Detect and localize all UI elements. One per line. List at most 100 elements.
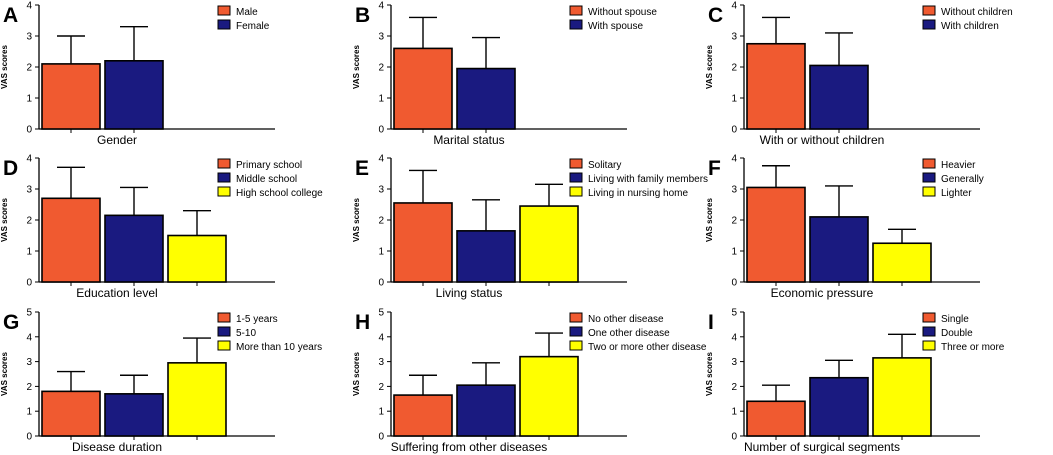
legend-swatch-d — [217, 172, 231, 183]
y-axis-label-e: VAS scores — [352, 198, 361, 242]
legend-swatch-g — [217, 340, 231, 351]
bar-a-2 — [104, 59, 164, 130]
y-axis-label-a: VAS scores — [0, 45, 9, 89]
legend-swatch-d — [217, 186, 231, 197]
y-tick-label-f: 1 — [731, 247, 737, 258]
y-tick-label-h: 5 — [378, 308, 384, 319]
y-axis-label-f: VAS scores — [705, 198, 714, 242]
y-tick-label-h: 4 — [378, 332, 384, 343]
legend-swatch-h — [569, 326, 583, 337]
bar-f-1 — [746, 186, 806, 283]
y-tick-label-b: 3 — [378, 32, 384, 43]
panel-letter-e: E — [355, 157, 369, 180]
y-tick-label-h: 3 — [378, 357, 384, 368]
bar-h-2 — [456, 384, 516, 437]
legend-swatch-h — [569, 312, 583, 323]
y-tick-label-b: 2 — [378, 63, 384, 74]
y-axis-label-c: VAS scores — [705, 45, 714, 89]
panel-letter-c: C — [708, 4, 723, 27]
legend-label-f: Generally — [941, 174, 984, 185]
y-tick-label-a: 0 — [26, 125, 32, 136]
y-tick-label-i: 0 — [731, 432, 737, 443]
y-tick-label-b: 0 — [378, 125, 384, 136]
legend-label-h: Two or more other disease — [588, 342, 707, 353]
y-tick-label-g: 0 — [26, 432, 32, 443]
bar-d-3 — [167, 234, 227, 283]
y-tick-label-e: 4 — [378, 154, 384, 165]
legend-swatch-e — [569, 186, 583, 197]
y-tick-label-d: 1 — [26, 247, 32, 258]
panel-d: D VAS scores 0 1 2 3 4 Education level Primary s… — [0, 154, 323, 301]
bar-i-1 — [746, 400, 806, 437]
y-tick-label-a: 1 — [26, 94, 32, 105]
bar-e-3 — [519, 205, 579, 283]
y-tick-label-g: 3 — [26, 357, 32, 368]
legend-label-i: Double — [941, 328, 973, 339]
y-tick-label-i: 3 — [731, 357, 737, 368]
legend-swatch-h — [569, 340, 583, 351]
y-tick-label-f: 2 — [731, 216, 737, 227]
panel-letter-h: H — [355, 311, 370, 334]
legend-label-f: Heavier — [941, 160, 976, 171]
bar-i-3 — [872, 357, 932, 437]
legend-swatch-i — [922, 326, 936, 337]
legend-swatch-e — [569, 172, 583, 183]
legend-label-e: Living in nursing home — [588, 188, 688, 199]
panel-letter-f: F — [708, 157, 721, 180]
legend-label-i: Three or more — [941, 342, 1005, 353]
bar-f-2 — [809, 216, 869, 283]
y-tick-label-c: 4 — [731, 1, 737, 12]
legend-label-f: Lighter — [941, 188, 972, 199]
panel-f: F VAS scores 0 1 2 3 4 Economic pressure Heavier… — [705, 154, 984, 301]
x-axis-label-a: Gender — [97, 133, 137, 147]
x-axis-label-b: Marital status — [433, 133, 504, 147]
bar-c-1 — [746, 42, 806, 130]
y-tick-label-d: 3 — [26, 185, 32, 196]
y-tick-label-c: 0 — [731, 125, 737, 136]
panel-e: E VAS scores 0 1 2 3 4 Living status Solitary Liv… — [352, 154, 708, 301]
bar-g-3 — [167, 362, 227, 437]
legend-label-g: 5-10 — [236, 328, 256, 339]
bar-d-2 — [104, 214, 164, 283]
legend-label-b: Without spouse — [588, 7, 657, 18]
y-tick-label-d: 4 — [26, 154, 32, 165]
y-tick-label-h: 2 — [378, 382, 384, 393]
legend-swatch-c — [922, 5, 936, 16]
legend-label-e: Living with family members — [588, 174, 708, 185]
legend-label-h: One other disease — [588, 328, 670, 339]
panel-letter-b: B — [355, 4, 370, 27]
y-tick-label-h: 0 — [378, 432, 384, 443]
legend-swatch-d — [217, 158, 231, 169]
bar-b-2 — [456, 67, 516, 130]
panel-c: C VAS scores 0 1 2 3 4 With or without children… — [705, 1, 1013, 148]
legend-label-c: With children — [941, 21, 999, 32]
y-tick-label-e: 0 — [378, 278, 384, 289]
panel-i: I VAS scores 0 1 2 3 4 5 Number of surgical segm… — [705, 308, 1005, 455]
legend-label-g: More than 10 years — [236, 342, 322, 353]
x-axis-label-e: Living status — [436, 286, 503, 300]
y-tick-label-i: 4 — [731, 332, 737, 343]
y-tick-label-c: 1 — [731, 94, 737, 105]
legend-label-e: Solitary — [588, 160, 621, 171]
y-tick-label-f: 4 — [731, 154, 737, 165]
legend-label-h: No other disease — [588, 314, 664, 325]
legend-label-a: Female — [236, 21, 270, 32]
y-tick-label-c: 3 — [731, 32, 737, 43]
panel-a: A VAS scores 0 1 2 3 4 Gender Male Female — [0, 1, 275, 147]
x-axis-label-g: Disease duration — [72, 440, 162, 454]
y-tick-label-d: 0 — [26, 278, 32, 289]
y-tick-label-i: 2 — [731, 382, 737, 393]
legend-label-g: 1-5 years — [236, 314, 278, 325]
panel-letter-i: I — [708, 311, 714, 334]
bar-h-3 — [519, 355, 579, 437]
y-tick-label-c: 2 — [731, 63, 737, 74]
bar-g-2 — [104, 393, 164, 437]
x-axis-label-h: Suffering from other diseases — [391, 440, 548, 454]
y-axis-label-d: VAS scores — [0, 198, 9, 242]
legend-swatch-c — [922, 19, 936, 30]
y-axis-label-h: VAS scores — [352, 352, 361, 396]
panel-letter-g: G — [3, 311, 19, 334]
y-tick-label-b: 1 — [378, 94, 384, 105]
y-tick-label-a: 4 — [26, 1, 32, 12]
